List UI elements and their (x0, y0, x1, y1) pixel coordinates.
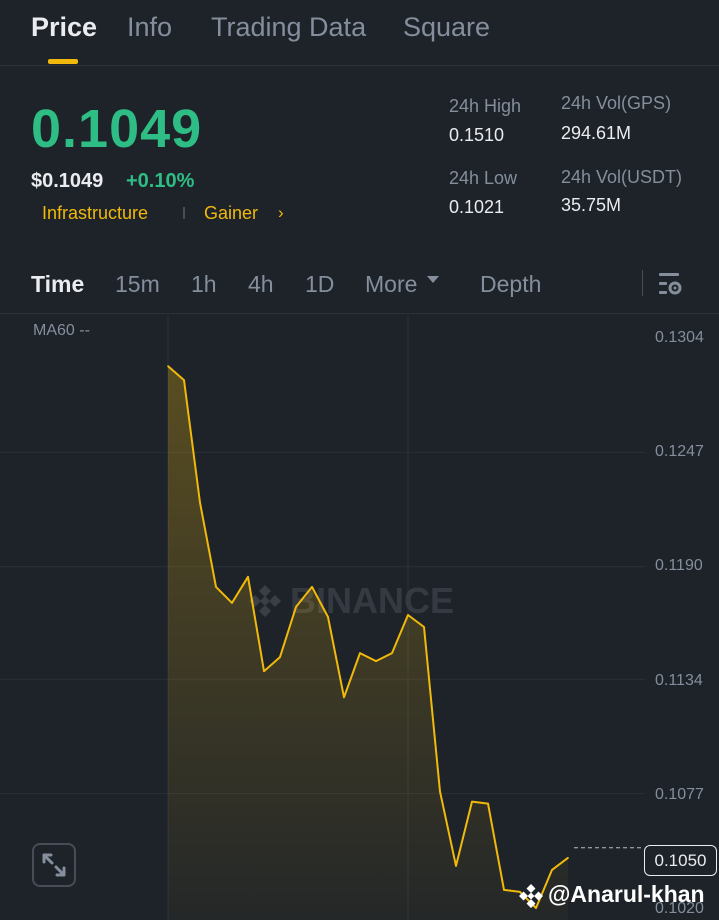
stat-24h-vol-quote-value: 35.75M (561, 195, 622, 215)
stat-24h-vol-quote-label: 24h Vol(USDT) (561, 167, 683, 187)
price-point (359, 652, 361, 654)
tf-1h[interactable]: 1h (191, 271, 217, 297)
tf-time[interactable]: Time (31, 271, 85, 297)
expand-icon (42, 853, 66, 877)
stat-24h-low-label: 24h Low (449, 168, 518, 188)
price-change: +0.10% (126, 170, 195, 192)
price-point (311, 586, 313, 588)
stat-24h-high-label: 24h High (449, 96, 522, 116)
price-point (503, 889, 505, 891)
tag-infrastructure[interactable]: Infrastructure (42, 203, 149, 223)
price-point (407, 614, 409, 616)
chevron-right-icon[interactable]: › (278, 203, 284, 222)
tf-15m[interactable]: 15m (115, 271, 160, 297)
price-point (231, 602, 233, 604)
stat-24h-high-value: 0.1510 (449, 125, 505, 145)
tf-4h[interactable]: 4h (248, 271, 274, 297)
y-axis-tick: 0.1304 (655, 329, 704, 346)
price-point (439, 790, 441, 793)
price-point (199, 501, 201, 504)
last-price: 0.1049 (31, 99, 203, 159)
price-point (263, 670, 265, 672)
toolbar-divider (642, 270, 643, 296)
stat-24h-vol-base-value: 294.61M (561, 123, 632, 143)
user-watermark-text: @Anarul-khan (548, 881, 705, 907)
tab-price[interactable]: Price (31, 12, 98, 42)
y-axis-tick: 0.1247 (655, 443, 704, 460)
last-price-tag: 0.1050 (644, 845, 717, 876)
y-axis-tick: 0.1077 (655, 786, 704, 803)
price-point (279, 656, 281, 658)
price-area-fill (168, 366, 568, 920)
stat-24h-low-value: 0.1021 (449, 197, 505, 217)
ma60-label: MA60 -- (33, 322, 90, 339)
chart-settings-icon[interactable] (656, 270, 686, 298)
price-point (295, 606, 297, 608)
expand-chart-button[interactable] (32, 843, 76, 887)
caret-down-icon[interactable] (427, 276, 439, 283)
price-points (167, 365, 569, 909)
price-point (327, 616, 329, 618)
price-chart[interactable]: BINANCE (0, 313, 719, 920)
price-point (535, 907, 537, 909)
top-tab-bar: Price Info Trading Data Square (0, 0, 719, 66)
tab-info[interactable]: Info (127, 12, 173, 42)
tf-more[interactable]: More (365, 271, 418, 297)
price-point (167, 365, 169, 367)
stat-24h-vol-base-label: 24h Vol(GPS) (561, 93, 672, 113)
binance-logo-icon (249, 585, 281, 617)
tab-trading-data[interactable]: Trading Data (211, 12, 367, 42)
price-point (455, 865, 457, 867)
price-point (567, 857, 569, 859)
user-watermark: @Anarul-khan (518, 881, 705, 908)
price-point (215, 586, 217, 588)
price-point (551, 869, 553, 871)
price-point (375, 660, 377, 662)
price-point (423, 626, 425, 628)
tag-gainer[interactable]: Gainer (204, 203, 259, 223)
price-point (343, 696, 345, 699)
price-point (247, 576, 249, 578)
binance-watermark: BINANCE (249, 580, 454, 621)
y-axis-tick: 0.1020 (655, 900, 704, 917)
price-chart-svg: BINANCE (0, 314, 645, 920)
binance-logo-icon (519, 884, 543, 908)
price-point (391, 652, 393, 654)
price-point (471, 800, 473, 803)
tag-divider (183, 207, 185, 219)
price-point (487, 802, 489, 805)
price-line (167, 365, 569, 909)
y-axis-tick: 0.1134 (655, 672, 703, 689)
tab-square[interactable]: Square (403, 12, 491, 42)
tf-1d[interactable]: 1D (305, 271, 335, 297)
y-axis-tick: 0.1190 (655, 557, 703, 574)
price-usd: $0.1049 (31, 170, 104, 192)
tf-depth[interactable]: Depth (480, 271, 542, 297)
price-point (519, 891, 521, 893)
active-tab-indicator (48, 59, 78, 64)
price-point (183, 379, 185, 381)
